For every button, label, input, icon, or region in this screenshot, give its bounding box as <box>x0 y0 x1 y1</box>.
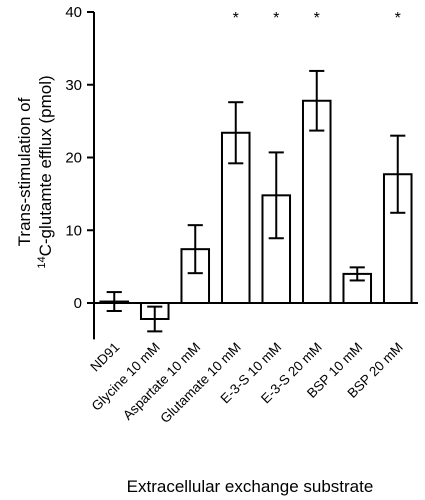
y-axis-title-line1: Trans-stimulation of <box>15 97 34 246</box>
y-axis-title-line2: 14C-glutamte efflux (pmol) <box>36 75 55 268</box>
significance-marker: * <box>314 10 320 27</box>
y-axis-title-line2-text: C-glutamte efflux (pmol) <box>36 75 55 256</box>
bar <box>301 99 332 304</box>
y-tick-label: 10 <box>65 222 82 239</box>
bars: * * * * <box>99 10 413 333</box>
y-axis-title-superscript: 14 <box>36 256 48 268</box>
x-axis-title: Extracellular exchange substrate <box>127 477 374 496</box>
significance-marker: * <box>233 10 239 27</box>
category-label: ND91 <box>87 340 122 375</box>
significance-marker: * <box>273 10 279 27</box>
y-axis: 0 10 20 30 40 <box>65 4 95 340</box>
y-tick-label: 30 <box>65 77 82 94</box>
y-tick-label: 0 <box>74 295 82 312</box>
significance-marker: * <box>395 10 401 27</box>
y-tick-label: 20 <box>65 150 82 167</box>
y-axis-title: Trans-stimulation of 14C-glutamte efflux… <box>15 75 55 268</box>
y-tick-label: 40 <box>65 4 82 21</box>
